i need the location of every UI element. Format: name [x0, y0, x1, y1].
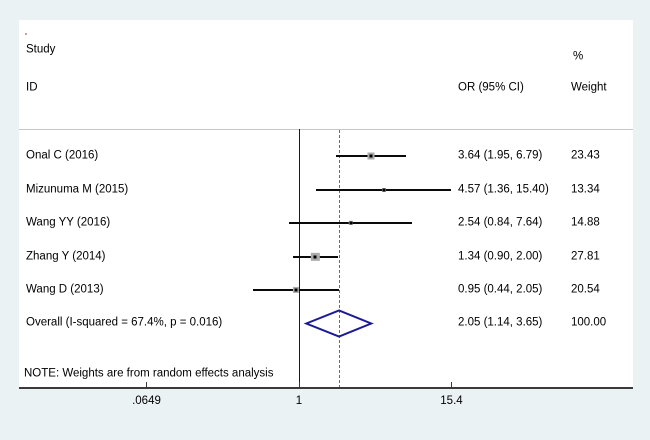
study-label: Mizunuma M (2015)	[26, 182, 129, 195]
study-label: Onal C (2016)	[26, 149, 99, 162]
header-id: ID	[26, 81, 38, 94]
overall-weight-value: 100.00	[571, 316, 607, 329]
point-marker	[349, 221, 353, 225]
x-tick	[451, 382, 453, 387]
x-tick-label: 15.4	[440, 395, 463, 407]
point-marker	[382, 188, 386, 191]
overall-label: Overall (I-squared = 67.4%, p = 0.016)	[26, 316, 223, 329]
header-weight: Weight	[571, 81, 607, 94]
weight-value: 23.43	[571, 149, 600, 162]
header-study: Study	[26, 43, 56, 56]
note-text: NOTE: Weights are from random effects an…	[24, 367, 274, 380]
point-marker	[369, 154, 373, 158]
plot-panel	[19, 20, 633, 388]
overall-or-value: 2.05 (1.14, 3.65)	[458, 316, 543, 329]
weight-value: 14.88	[571, 216, 600, 229]
study-label: Wang D (2013)	[26, 283, 104, 296]
x-tick	[146, 382, 148, 387]
header-separator-line	[19, 129, 633, 130]
or-value: 1.34 (0.90, 2.00)	[458, 249, 543, 262]
null-reference-line	[299, 129, 300, 388]
x-tick-label: .0649	[132, 395, 161, 407]
weight-value: 20.54	[571, 283, 600, 296]
header-percent: %	[573, 50, 584, 63]
study-label: Wang YY (2016)	[26, 216, 111, 229]
study-label: Zhang Y (2014)	[26, 249, 106, 262]
x-tick	[299, 382, 300, 387]
stray-dot	[25, 33, 27, 35]
or-value: 0.95 (0.44, 2.05)	[458, 283, 543, 296]
or-value: 3.64 (1.95, 6.79)	[458, 149, 543, 162]
header-or-ci: OR (95% CI)	[458, 81, 524, 94]
weight-value: 13.34	[571, 182, 600, 195]
point-marker	[313, 255, 317, 258]
x-axis-line	[19, 387, 633, 389]
x-tick-label: 1	[295, 395, 303, 407]
or-value: 2.54 (0.84, 7.64)	[458, 216, 543, 229]
or-value: 4.57 (1.36, 15.40)	[458, 182, 549, 195]
weight-value: 27.81	[571, 249, 600, 262]
point-marker	[294, 288, 298, 292]
overall-estimate-dashed-line	[339, 130, 341, 388]
